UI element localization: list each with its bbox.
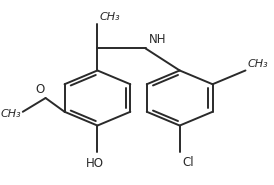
Text: Cl: Cl xyxy=(182,156,194,169)
Text: CH₃: CH₃ xyxy=(248,59,269,69)
Text: HO: HO xyxy=(86,157,104,170)
Text: NH: NH xyxy=(149,33,167,46)
Text: O: O xyxy=(35,83,44,96)
Text: CH₃: CH₃ xyxy=(1,109,22,119)
Text: CH₃: CH₃ xyxy=(100,12,121,22)
